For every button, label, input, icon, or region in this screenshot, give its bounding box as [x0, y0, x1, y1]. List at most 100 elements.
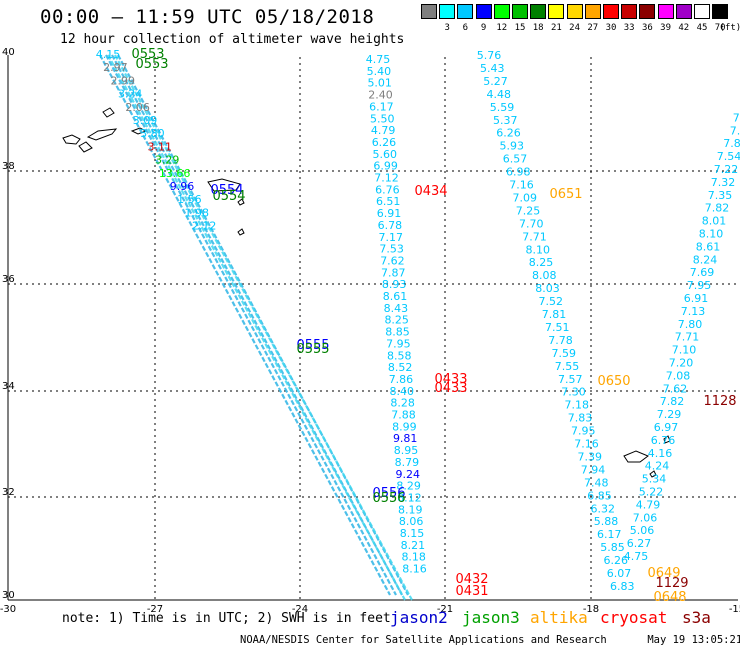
- lat-tick-label: 40: [2, 47, 15, 58]
- wave-height-value: 7.59: [552, 347, 577, 360]
- wave-height-value: 5.76: [477, 49, 502, 62]
- wave-height-value: 4.24: [645, 460, 670, 473]
- wave-height-value: 7.10: [672, 344, 697, 357]
- wave-height-value: 6.17: [597, 528, 622, 541]
- wave-height-value: 5.22: [639, 486, 664, 499]
- wave-height-value: 6.97: [654, 421, 679, 434]
- wave-height-value: 13.66: [159, 167, 191, 180]
- wave-height-value: 7.29: [657, 408, 682, 421]
- legend-swatch: [530, 4, 547, 19]
- wave-height-value: 6.91: [377, 207, 402, 220]
- legend-swatch: [584, 4, 601, 19]
- wave-height-value: 7.62: [380, 254, 405, 267]
- wave-height-value: 8.10: [699, 228, 724, 241]
- axis-tick-labels: -30 -27 -24 -21 -18 -15 40 38 36 34 32 30: [0, 47, 740, 615]
- pass-time-label: 1128: [703, 394, 736, 409]
- wave-height-value: 4.16: [648, 447, 673, 460]
- wave-height-value: 7.32: [711, 176, 736, 189]
- wave-height-value: 7.48: [584, 476, 609, 489]
- map-subtitle: 12 hour collection of altimeter wave hei…: [60, 32, 405, 47]
- satellite-swaths: [99, 54, 413, 601]
- wave-height-value: 6.76: [375, 183, 400, 196]
- wave-height-value: 7.54: [717, 150, 740, 163]
- wave-height-value: 9.96: [170, 180, 195, 193]
- wave-height-value: 8.24: [693, 253, 718, 266]
- wave-height-value: 8.29: [396, 480, 421, 493]
- wave-height-value: 7.08: [666, 369, 691, 382]
- wave-height-value: 7.80: [678, 318, 703, 331]
- wave-height-value: 7.69: [690, 266, 715, 279]
- pass-time-label: 0556: [372, 486, 405, 501]
- wave-height-value: 8.58: [387, 349, 412, 362]
- wave-height-value: 7.53: [379, 243, 404, 256]
- lon-tick-label: -21: [437, 604, 453, 615]
- pass-time-label: 0649: [647, 566, 680, 581]
- wave-height-value: 6.51: [376, 195, 401, 208]
- satellite-label-jason2: jason2: [390, 608, 448, 627]
- wave-height-value: 7.57: [558, 373, 583, 386]
- wave-height-value: 7.81: [542, 308, 567, 321]
- wave-height-value: 6.26: [496, 127, 521, 140]
- wave-height-value: 1.98: [185, 206, 210, 219]
- pass-time-label: 0555: [296, 342, 329, 357]
- wave-height-value: 7.51: [545, 321, 570, 334]
- wave-height-value: 5.06: [630, 524, 655, 537]
- wave-height-value: 7.: [733, 111, 740, 124]
- wave-height-value: 8.28: [390, 397, 415, 410]
- legend-swatch: [675, 4, 692, 19]
- legend-label: 6: [462, 23, 469, 33]
- wave-height-value: 5.93: [500, 140, 525, 153]
- wave-height-value: 2.40: [368, 89, 393, 102]
- wave-height-value: 7.87: [381, 266, 406, 279]
- wave-height-value: 7.95: [687, 279, 712, 292]
- wave-height-value: 6.07: [607, 567, 632, 580]
- satellite-label-altika: altika: [530, 608, 588, 627]
- lat-tick-label: 30: [2, 590, 15, 601]
- wave-height-value: 7.86: [389, 373, 414, 386]
- wave-height-value: 7.71: [522, 230, 547, 243]
- lat-tick-label: 36: [2, 274, 15, 285]
- legend-swatch: [657, 4, 674, 19]
- wave-height-value: 7.18: [565, 399, 590, 412]
- wave-height-value: 7.16: [509, 179, 534, 192]
- swath-line: [99, 54, 391, 596]
- lon-tick-label: -15: [729, 604, 740, 615]
- legend-label: 70: [714, 23, 726, 33]
- wave-height-value: 6.78: [378, 219, 403, 232]
- wave-height-value: 7.30: [561, 386, 586, 399]
- wave-height-value: 4.79: [371, 124, 396, 137]
- wave-height-value: 5.43: [480, 62, 505, 75]
- pass-time-label: 0651: [549, 187, 582, 202]
- pass-time-label: 0554: [210, 183, 243, 198]
- wave-height-value: 8.93: [382, 278, 407, 291]
- wave-height-value: 6.32: [591, 502, 616, 515]
- wave-height-value: 7.25: [516, 204, 541, 217]
- wave-height-value: 5.27: [483, 75, 508, 88]
- wave-height-value: 7.09: [513, 191, 538, 204]
- wave-height-value: 6.17: [369, 100, 394, 113]
- wave-height-value: 7.16: [574, 438, 599, 451]
- wave-height-value: 8.03: [535, 282, 560, 295]
- wave-height-value: 6.26: [372, 136, 397, 149]
- legend-label: 24: [569, 23, 581, 33]
- wave-height-value: 8.12: [397, 491, 422, 504]
- wave-height-value: 8.40: [390, 385, 415, 398]
- legend-label: 33: [623, 23, 635, 33]
- legend-label: 9: [480, 23, 487, 33]
- lat-tick-label: 34: [2, 381, 15, 392]
- wave-height-value: 7.70: [519, 217, 544, 230]
- wave-height-value: 8.19: [398, 503, 423, 516]
- wave-height-value: 7.95: [386, 337, 411, 350]
- satellite-label-jason3: jason3: [462, 608, 520, 627]
- legend-label: 36: [641, 23, 653, 33]
- legend-swatch: [639, 4, 656, 19]
- wave-height-value: 7.: [730, 124, 740, 137]
- wave-height-value: 5.37: [493, 114, 518, 127]
- wave-height-value: 3.80: [140, 127, 165, 140]
- wave-height-value: 8.95: [394, 444, 419, 457]
- wave-height-value: 8.99: [392, 420, 417, 433]
- lat-tick-label: 38: [2, 161, 15, 172]
- wave-height-value: 8.01: [702, 215, 727, 228]
- legend-swatch: [548, 4, 565, 19]
